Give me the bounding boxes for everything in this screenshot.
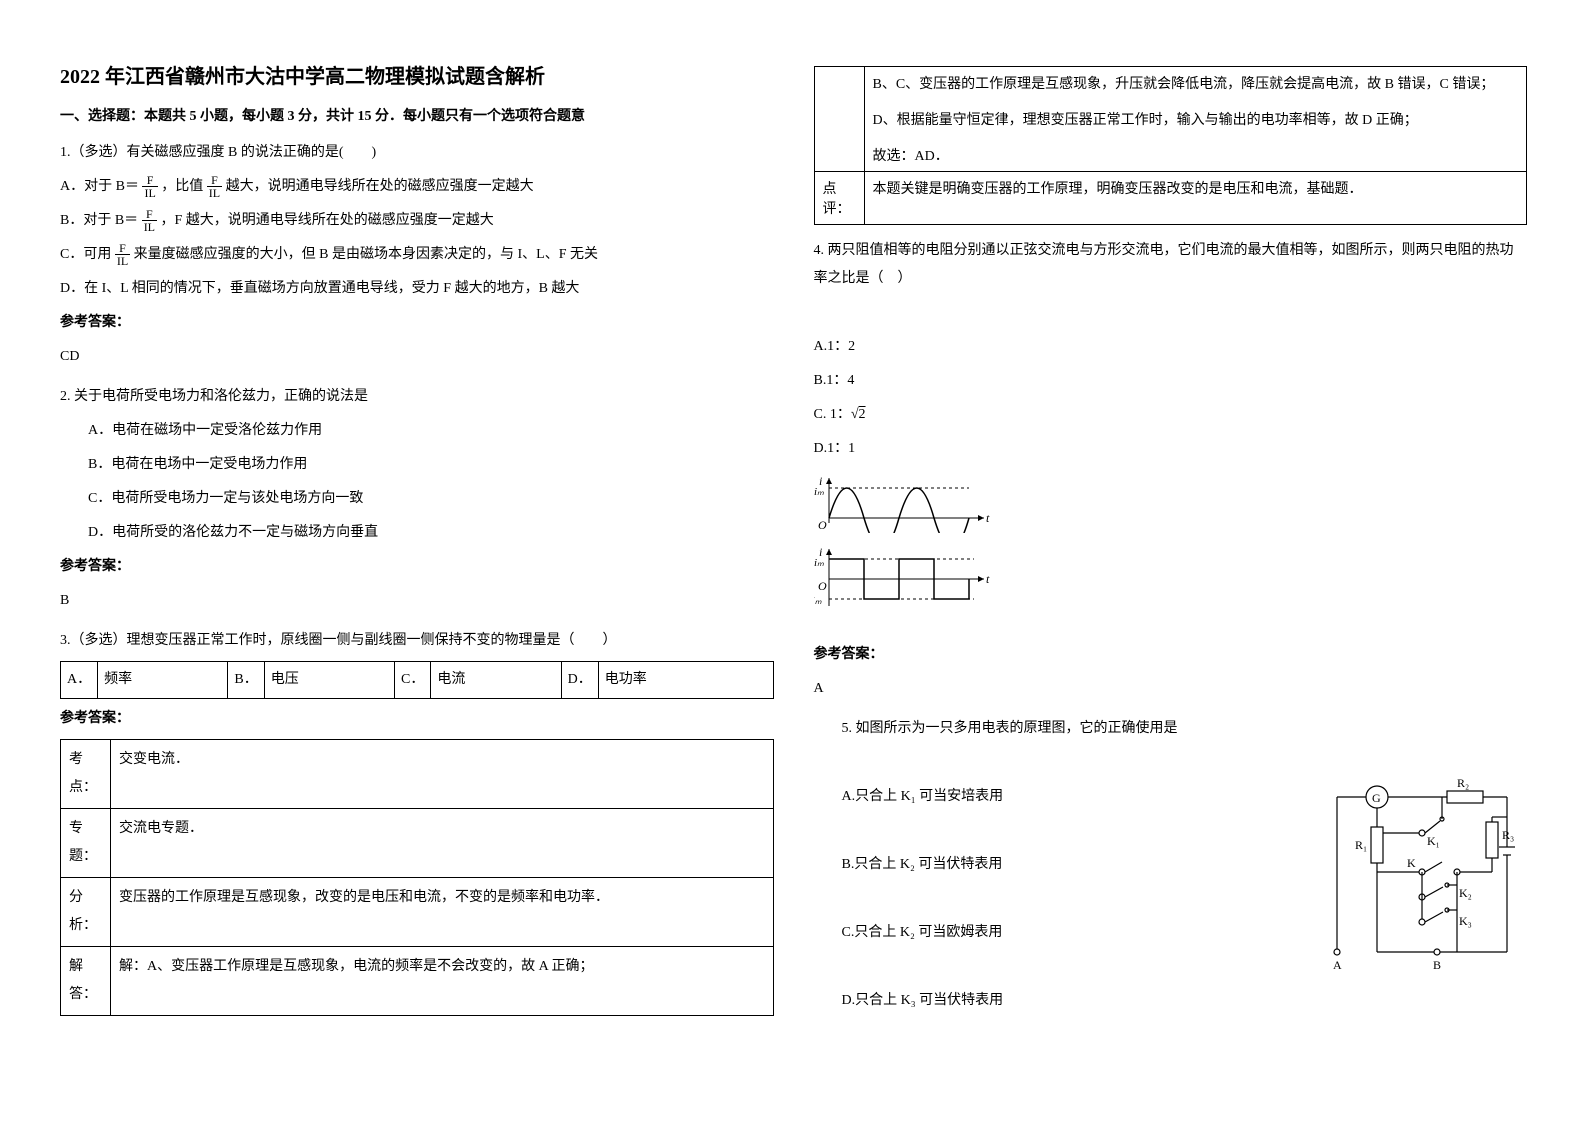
question-3: 3.（多选）理想变压器正常工作时，原线圈一侧与副线圈一侧保持不变的物理量是（ ）… [60, 627, 774, 1016]
q3-analysis-table: 考点：交变电流． 专题：交流电专题． 分析：变压器的工作原理是互感现象，改变的是… [60, 739, 774, 1016]
left-column: 2022 年江西省赣州市大沽中学高二物理模拟试题含解析 一、选择题：本题共 5 … [60, 60, 774, 1028]
row-content: B、C、变压器的工作原理是互感现象，升压就会降低电流，降压就会提高电流，故 B … [864, 67, 1527, 172]
row-label: 专题： [61, 809, 111, 878]
q4-stem: 4. 两只阻值相等的电阻分别通以正弦交流电与方形交流电，它们电流的最大值相等，如… [814, 237, 1528, 293]
circuit-label: K [1407, 856, 1416, 870]
q1-c-post: 来量度磁感应强度的大小，但 B 是由磁场本身因素决定的，与 I、L、F 无关 [134, 247, 598, 262]
row-content: 解：A、变压器工作原理是互感现象，电流的频率是不会改变的，故 A 正确； [111, 947, 774, 1016]
q1-a-post: ，比值 [161, 179, 207, 194]
q3-cont-2: D、根据能量守恒定律，理想变压器正常工作时，输入与输出的电功率相等，故 D 正确… [873, 109, 1519, 129]
axis-label: -iₘ [814, 595, 822, 607]
q1-opt-b: B．对于 B＝ FIL ，F 越大，说明通电导线所在处的磁感应强度一定越大 [60, 207, 774, 235]
q5-stem: 5. 如图所示为一只多用电表的原理图，它的正确使用是 [814, 715, 1528, 743]
q1-a-tail: 越大，说明通电导线所在处的磁感应强度一定越大 [226, 179, 534, 194]
answer-label: 参考答案： [60, 705, 774, 733]
row-content: 本题关键是明确变压器的工作原理，明确变压器改变的是电压和电流，基础题． [864, 172, 1527, 225]
q4-opt-d: D.1：1 [814, 435, 1528, 463]
q3-d-label: D． [568, 672, 592, 687]
q3-cont-1: B、C、变压器的工作原理是互感现象，升压就会降低电流，降压就会提高电流，故 B … [873, 73, 1519, 93]
q4-opt-b: B.1：4 [814, 367, 1528, 395]
row-content: 交变电流． [111, 740, 774, 809]
q4-opt-c: C. 1：√2 [814, 401, 1528, 429]
q1-a-pre: A．对于 B＝ [60, 179, 139, 194]
waveform-figure: i iₘ O t i iₘ O -iₘ t [814, 473, 1528, 625]
q2-opt-c: C．电荷所受电场力一定与该处电场方向一致 [60, 485, 774, 513]
square-wave-icon: i iₘ O -iₘ t [814, 544, 994, 614]
right-column: B、C、变压器的工作原理是互感现象，升压就会降低电流，降压就会提高电流，故 B … [814, 60, 1528, 1028]
row-label: 考点： [61, 740, 111, 809]
q4-opt-a: A.1：2 [814, 333, 1528, 361]
sqrt-value: 2 [859, 407, 866, 422]
q3-b-label: B． [234, 672, 257, 687]
q3-c-text: 电流 [437, 672, 465, 687]
frac-icon: FIL [207, 174, 222, 199]
axis-label: t [986, 511, 990, 525]
circuit-label: R₃ [1502, 828, 1514, 842]
frac-icon: FIL [115, 242, 130, 267]
question-4: 4. 两只阻值相等的电阻分别通以正弦交流电与方形交流电，它们电流的最大值相等，如… [814, 237, 1528, 703]
q3-options-table: A． 频率 B． 电压 C． 电流 D． 电功率 [60, 661, 774, 699]
axis-label: iₘ [814, 486, 824, 498]
q2-opt-d: D．电荷所受的洛伦兹力不一定与磁场方向垂直 [60, 519, 774, 547]
answer-label: 参考答案： [60, 553, 774, 581]
empty-cell [814, 67, 864, 172]
answer-label: 参考答案： [814, 641, 1528, 669]
q3-b-text: 电压 [271, 672, 299, 687]
circuit-label: K₂ [1459, 886, 1472, 900]
q2-opt-b: B．电荷在电场中一定受电场力作用 [60, 451, 774, 479]
question-1: 1.（多选）有关磁感应强度 B 的说法正确的是( ) A．对于 B＝ FIL ，… [60, 139, 774, 371]
frac-icon: FIL [142, 208, 157, 233]
q3-a-text: 频率 [104, 672, 132, 687]
frac-icon: FIL [142, 174, 157, 199]
q3-analysis-cont-table: B、C、变压器的工作原理是互感现象，升压就会降低电流，降压就会提高电流，故 B … [814, 66, 1528, 225]
axis-label: t [986, 572, 990, 586]
row-content: 变压器的工作原理是互感现象，改变的是电压和电流，不变的是频率和电功率． [111, 878, 774, 947]
q1-opt-d: D．在 I、L 相同的情况下，垂直磁场方向放置通电导线，受力 F 越大的地方，B… [60, 275, 774, 303]
circuit-diagram-icon: G R₁ R₂ R₃ K K₁ K₂ K₃ A B [1317, 777, 1527, 977]
axis-label: O [818, 579, 827, 593]
page-title: 2022 年江西省赣州市大沽中学高二物理模拟试题含解析 [60, 60, 774, 89]
row-content: 交流电专题． [111, 809, 774, 878]
q2-stem: 2. 关于电荷所受电场力和洛伦兹力，正确的说法是 [60, 383, 774, 411]
q1-b-pre: B．对于 B＝ [60, 213, 138, 228]
question-5: 5. 如图所示为一只多用电表的原理图，它的正确使用是 [814, 715, 1528, 1015]
q1-c-pre: C．可用 [60, 247, 111, 262]
q4-answer: A [814, 675, 1528, 703]
circuit-label: G [1372, 791, 1381, 805]
q5-opt-d: D.只合上 K₃ 可当伏特表用 [814, 987, 1528, 1015]
q2-answer: B [60, 587, 774, 615]
q3-a-label: A． [67, 672, 91, 687]
sine-wave-icon: i iₘ O t [814, 473, 994, 533]
q3-c-label: C． [401, 672, 424, 687]
q1-answer: CD [60, 343, 774, 371]
axis-label: iₘ [814, 557, 824, 569]
row-label: 分析： [61, 878, 111, 947]
question-2: 2. 关于电荷所受电场力和洛伦兹力，正确的说法是 A．电荷在磁场中一定受洛伦兹力… [60, 383, 774, 615]
q1-stem: 1.（多选）有关磁感应强度 B 的说法正确的是( ) [60, 139, 774, 167]
circuit-label: R₁ [1355, 838, 1367, 852]
answer-label: 参考答案： [60, 309, 774, 337]
q3-cont-3: 故选：AD． [873, 145, 1519, 165]
row-label: 点评： [814, 172, 864, 225]
q2-opt-a: A．电荷在磁场中一定受洛伦兹力作用 [60, 417, 774, 445]
q1-opt-a: A．对于 B＝ FIL ，比值 FIL 越大，说明通电导线所在处的磁感应强度一定… [60, 173, 774, 201]
q1-opt-c: C．可用 FIL 来量度磁感应强度的大小，但 B 是由磁场本身因素决定的，与 I… [60, 241, 774, 269]
q3-d-text: 电功率 [605, 672, 647, 687]
q4-c-pre: C. [814, 407, 827, 422]
circuit-label: R₂ [1457, 777, 1469, 790]
circuit-label: A [1333, 958, 1342, 972]
circuit-label: K₁ [1427, 834, 1440, 848]
q3-stem: 3.（多选）理想变压器正常工作时，原线圈一侧与副线圈一侧保持不变的物理量是（ ） [60, 627, 774, 655]
row-label: 解答： [61, 947, 111, 1016]
q1-b-post: ，F 越大，说明通电导线所在处的磁感应强度一定越大 [161, 213, 494, 228]
axis-label: O [818, 518, 827, 532]
section-head: 一、选择题：本题共 5 小题，每小题 3 分，共计 15 分．每小题只有一个选项… [60, 105, 774, 125]
circuit-label: K₃ [1459, 914, 1472, 928]
q4-c-ratio: 1： [830, 407, 851, 422]
circuit-label: B [1433, 958, 1441, 972]
